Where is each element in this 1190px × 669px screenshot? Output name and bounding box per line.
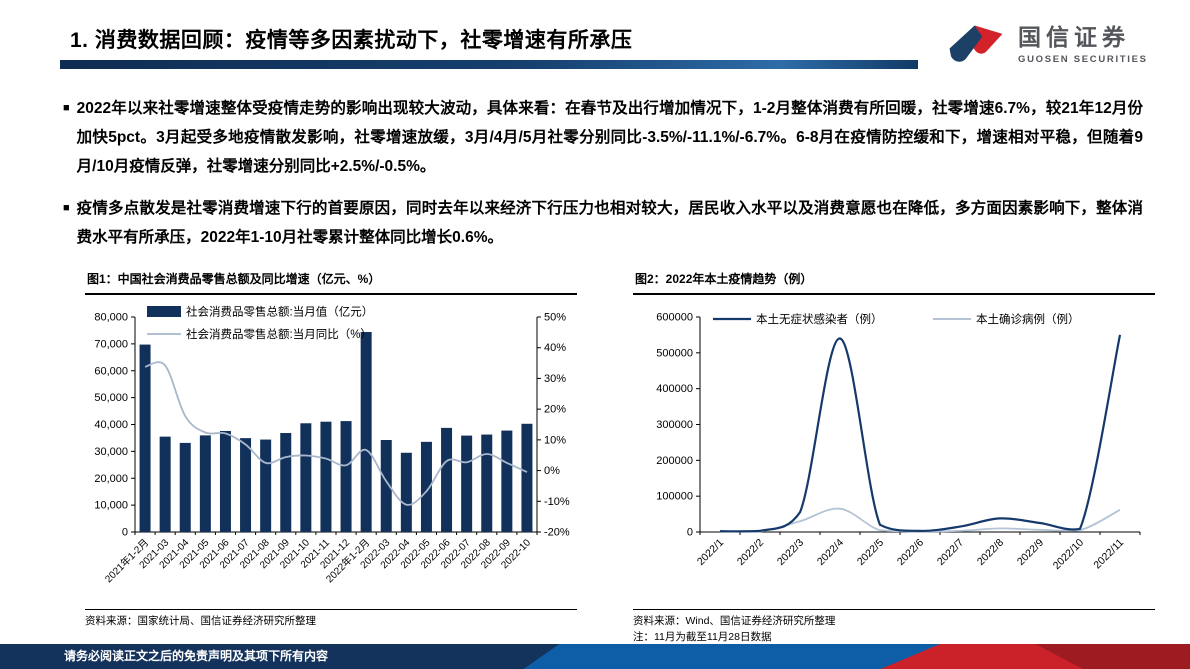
svg-text:2022/1: 2022/1 bbox=[695, 537, 726, 568]
svg-text:0: 0 bbox=[687, 527, 693, 539]
figure1-source-text: 资料来源：国家统计局、国信证券经济研究所整理 bbox=[85, 615, 316, 627]
svg-text:0%: 0% bbox=[544, 465, 560, 477]
footer-disclaimer: 请务必阅读正文之后的免责声明及其项下所有内容 bbox=[64, 649, 329, 663]
svg-text:0: 0 bbox=[122, 527, 128, 539]
covid-trend-line-chart: 0 100000 200000 300000 400000 500000 600000 202… bbox=[656, 312, 1141, 572]
svg-text:60,000: 60,000 bbox=[94, 365, 128, 377]
figure1-title: 图1：中国社会消费品零售总额及同比增速（亿元、%） bbox=[85, 268, 577, 295]
svg-text:2022/7: 2022/7 bbox=[935, 537, 966, 568]
bullet-item-2: ■ 疫情多点散发是社零消费增速下行的首要原因，同时去年以来经济下行压力也相对较大… bbox=[63, 194, 1143, 252]
svg-text:2022/2: 2022/2 bbox=[735, 537, 766, 568]
figure1-source: 资料来源：国家统计局、国信证券经济研究所整理 bbox=[85, 609, 577, 630]
svg-text:10%: 10% bbox=[544, 434, 566, 446]
svg-text:40,000: 40,000 bbox=[94, 419, 128, 431]
svg-text:20%: 20% bbox=[544, 404, 566, 416]
summary-bullets: ■ 2022年以来社零增速整体受疫情走势的影响出现较大波动，具体来看：在春节及出… bbox=[63, 94, 1143, 265]
logo-text: 国信证券 GUOSEN SECURITIES bbox=[1018, 24, 1148, 65]
bullet-marker-icon: ■ bbox=[63, 102, 70, 114]
svg-text:30,000: 30,000 bbox=[94, 446, 128, 458]
svg-text:2022/4: 2022/4 bbox=[815, 537, 846, 568]
svg-text:70,000: 70,000 bbox=[94, 338, 128, 350]
bullet-marker-icon: ■ bbox=[63, 202, 70, 214]
svg-text:社会消费品零售总额:当月值（亿元）: 社会消费品零售总额:当月值（亿元） bbox=[186, 305, 373, 319]
svg-text:200000: 200000 bbox=[656, 455, 693, 467]
figure2-source-text: 资料来源：Wind、国信证券经济研究所整理 bbox=[633, 615, 836, 627]
figure-retail-sales: 图1：中国社会消费品零售总额及同比增速（亿元、%） 0 10,000 20,000 3… bbox=[85, 268, 577, 630]
svg-text:80,000: 80,000 bbox=[94, 312, 128, 324]
svg-text:本土确诊病例（例）: 本土确诊病例（例） bbox=[976, 312, 1080, 326]
bullet-text-2: 疫情多点散发是社零消费增速下行的首要原因，同时去年以来经济下行压力也相对较大，居… bbox=[76, 200, 1143, 246]
svg-text:10,000: 10,000 bbox=[94, 500, 128, 512]
figure-covid-trend: 图2：2022年本土疫情趋势（例） 0 100000 200000 300000 400… bbox=[633, 268, 1155, 646]
logo-name-en: GUOSEN SECURITIES bbox=[1018, 53, 1148, 65]
svg-text:300000: 300000 bbox=[656, 419, 693, 431]
svg-text:2022/3: 2022/3 bbox=[775, 537, 806, 568]
svg-text:2022/6: 2022/6 bbox=[895, 537, 926, 568]
brand-logo: 国信证券 GUOSEN SECURITIES bbox=[944, 20, 1148, 70]
retail-sales-bar-line-chart: 0 10,000 20,000 30,000 40,000 50,000 60,000 70,… bbox=[94, 305, 570, 586]
bullet-text-1: 2022年以来社零增速整体受疫情走势的影响出现较大波动，具体来看：在春节及出行增… bbox=[76, 100, 1143, 175]
footer-band: 请务必阅读正文之后的免责声明及其项下所有内容 bbox=[0, 644, 1190, 669]
figure2-source: 资料来源：Wind、国信证券经济研究所整理 注：11月为截至11月28日数据 bbox=[633, 609, 1155, 646]
svg-text:400000: 400000 bbox=[656, 383, 693, 395]
page-title: 1. 消费数据回顾：疫情等多因素扰动下，社零增速有所承压 bbox=[70, 29, 633, 52]
svg-text:2022/8: 2022/8 bbox=[975, 537, 1006, 568]
svg-text:40%: 40% bbox=[544, 342, 566, 354]
title-underline bbox=[60, 60, 918, 69]
guosen-logo-icon bbox=[949, 25, 1003, 62]
figure2-title: 图2：2022年本土疫情趋势（例） bbox=[633, 268, 1155, 295]
svg-text:2022/11: 2022/11 bbox=[1091, 537, 1126, 572]
svg-text:-20%: -20% bbox=[544, 527, 570, 539]
svg-text:本土无症状感染者（例）: 本土无症状感染者（例） bbox=[756, 312, 883, 326]
svg-text:100000: 100000 bbox=[656, 491, 693, 503]
svg-text:600000: 600000 bbox=[656, 312, 693, 324]
svg-text:2022/9: 2022/9 bbox=[1015, 537, 1046, 568]
svg-text:社会消费品零售总额:当月同比（%）: 社会消费品零售总额:当月同比（%） bbox=[186, 327, 372, 341]
bullet-item-1: ■ 2022年以来社零增速整体受疫情走势的影响出现较大波动，具体来看：在春节及出… bbox=[63, 94, 1143, 181]
footer-band-blue bbox=[523, 644, 941, 669]
logo-name-cn: 国信证券 bbox=[1018, 24, 1130, 51]
svg-text:30%: 30% bbox=[544, 373, 566, 385]
svg-text:20,000: 20,000 bbox=[94, 473, 128, 485]
svg-text:2022/10: 2022/10 bbox=[1051, 537, 1086, 572]
svg-text:2022/5: 2022/5 bbox=[855, 537, 886, 568]
svg-text:500000: 500000 bbox=[656, 347, 693, 359]
svg-text:50%: 50% bbox=[544, 312, 566, 324]
figure2-note-text: 注：11月为截至11月28日数据 bbox=[633, 630, 772, 643]
svg-text:50,000: 50,000 bbox=[94, 392, 128, 404]
svg-text:-10%: -10% bbox=[544, 496, 570, 508]
